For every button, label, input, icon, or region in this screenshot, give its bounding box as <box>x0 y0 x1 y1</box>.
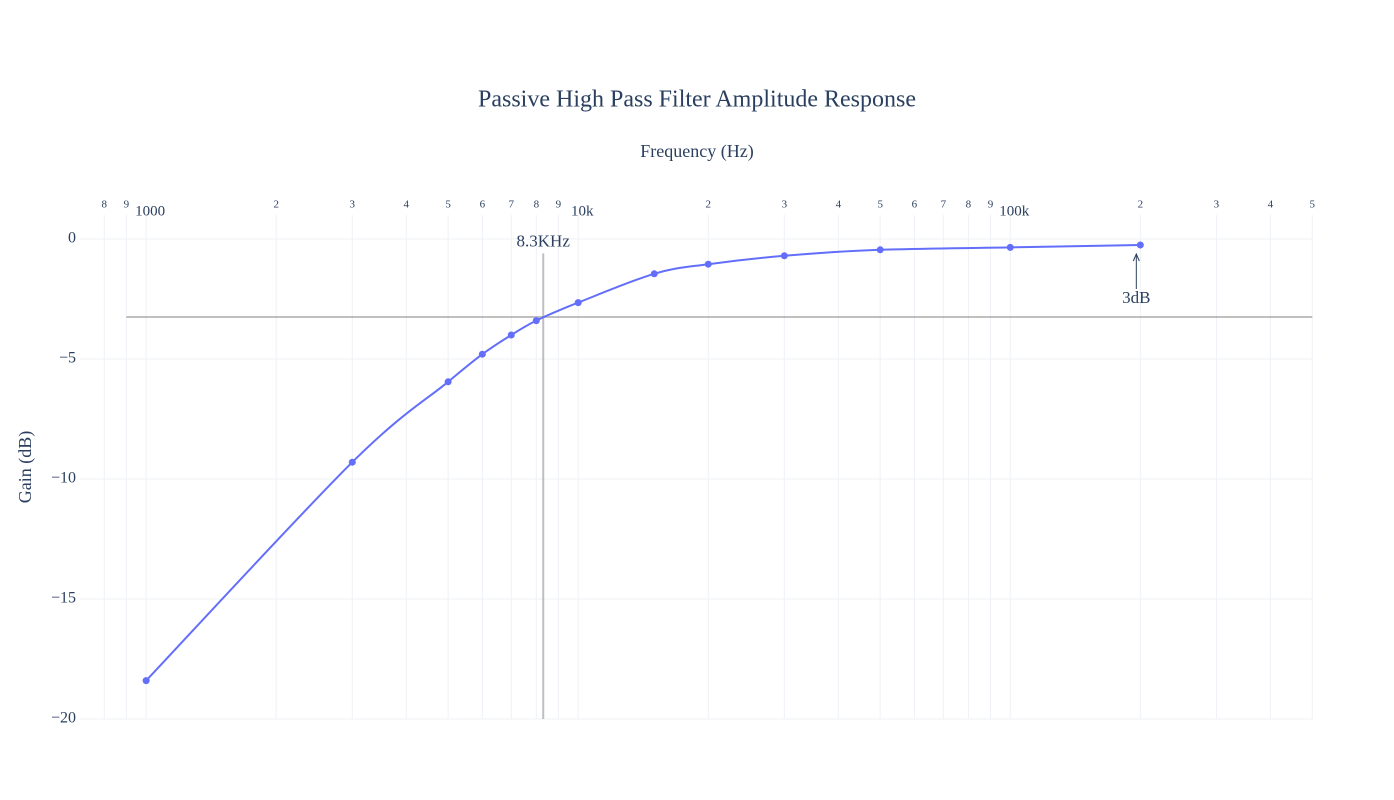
x-tick-label: 2 <box>273 199 279 211</box>
point <box>478 350 486 358</box>
x-tick-label: 4 <box>836 199 842 211</box>
x-tick-label: 6 <box>480 199 486 211</box>
x-tick-label: 7 <box>941 199 947 211</box>
x-tick-label: 1000 <box>135 203 165 219</box>
point <box>650 270 658 278</box>
x-tick-label: 9 <box>556 199 562 211</box>
x-tick-label: 2 <box>706 199 712 211</box>
x-tick-label: 9 <box>988 199 994 211</box>
x-tick-label: 8 <box>534 199 540 211</box>
x-tick-label: 3 <box>1214 199 1220 211</box>
x-tick-label: 4 <box>1268 199 1274 211</box>
x-tick-label: 3 <box>350 199 356 211</box>
point <box>1136 241 1144 249</box>
chart-title: Passive High Pass Filter Amplitude Respo… <box>478 87 916 113</box>
annotation: 3dB <box>1122 288 1150 307</box>
y-tick-label: 0 <box>68 230 76 247</box>
x-tick-label: 9 <box>124 199 130 211</box>
annotation: 8.3KHz <box>517 232 571 251</box>
x-tick-label: 4 <box>404 199 410 211</box>
x-tick-label: 5 <box>445 199 451 211</box>
x-tick-label: 6 <box>912 199 918 211</box>
y-tick-label: −15 <box>51 590 76 607</box>
point <box>1006 243 1014 251</box>
point <box>507 331 515 339</box>
x-tick-label: 5 <box>1310 199 1316 211</box>
y-tick-label: −20 <box>51 710 76 727</box>
point <box>142 677 150 685</box>
point <box>348 458 356 466</box>
x-tick-label: 7 <box>509 199 515 211</box>
y-axis-title: Gain (dB) <box>15 431 36 503</box>
x-tick-label: 8 <box>102 199 108 211</box>
point <box>532 317 540 325</box>
annotation-arrowhead <box>1132 252 1140 262</box>
point <box>876 246 884 254</box>
x-tick-label: 3 <box>782 199 788 211</box>
x-tick-label: 10k <box>571 203 594 219</box>
x-tick-label: 5 <box>877 199 883 211</box>
line <box>145 244 1141 682</box>
x-tick-label: 2 <box>1138 199 1144 211</box>
point <box>444 378 452 386</box>
y-tick-label: −10 <box>51 470 76 487</box>
y-tick-label: −5 <box>59 350 76 367</box>
point <box>780 252 788 260</box>
point <box>704 260 712 268</box>
x-tick-label: 100k <box>999 203 1030 219</box>
point <box>574 299 582 307</box>
x-tick-label: 8 <box>966 199 972 211</box>
x-axis-title: Frequency (Hz) <box>640 141 753 162</box>
